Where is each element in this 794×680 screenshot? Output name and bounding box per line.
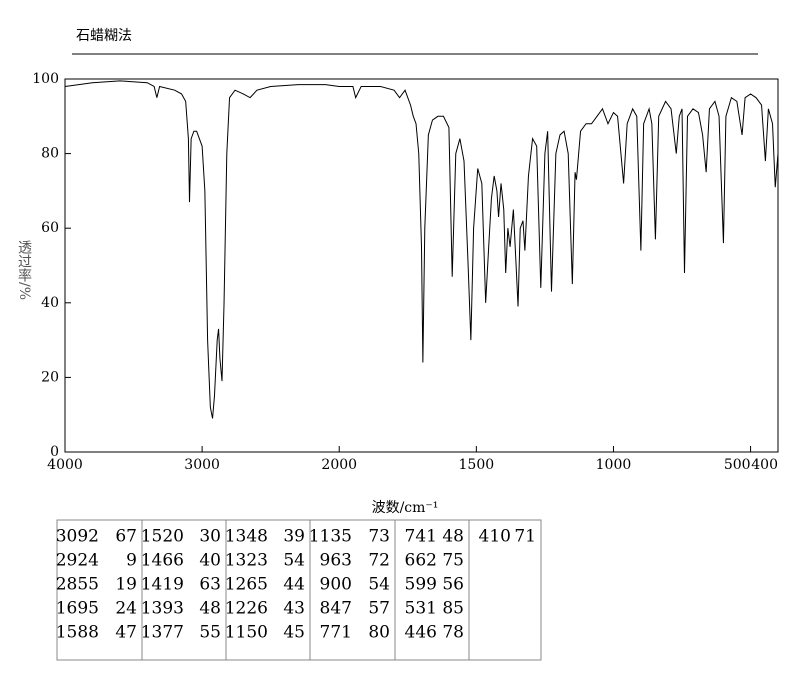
y-tick-label: 0 <box>50 444 59 460</box>
peak-transmittance: 54 <box>368 575 390 595</box>
peak-transmittance: 71 <box>514 527 536 547</box>
peak-wavenumber: 1377 <box>141 623 184 643</box>
peak-transmittance: 45 <box>283 623 305 643</box>
peak-transmittance: 40 <box>199 551 221 571</box>
peak-transmittance: 80 <box>368 623 390 643</box>
x-tick-label: 3000 <box>184 457 220 473</box>
spectrum-line <box>64 80 779 419</box>
peak-transmittance: 48 <box>442 527 464 547</box>
x-tick-label: 2000 <box>321 457 357 473</box>
peak-transmittance: 43 <box>283 599 305 619</box>
peak-transmittance: 24 <box>115 599 137 619</box>
peak-transmittance: 57 <box>368 599 390 619</box>
peak-transmittance: 72 <box>368 551 390 571</box>
peak-transmittance: 55 <box>199 623 221 643</box>
peak-wavenumber: 1393 <box>141 599 184 619</box>
peak-transmittance: 73 <box>368 527 390 547</box>
peak-wavenumber: 3092 <box>56 527 99 547</box>
y-tick-label: 80 <box>41 146 59 162</box>
peak-wavenumber: 1588 <box>56 623 99 643</box>
peak-wavenumber: 1265 <box>225 575 268 595</box>
peak-transmittance: 54 <box>283 551 305 571</box>
peak-wavenumber: 410 <box>479 527 511 547</box>
x-tick-label: 4000 <box>47 457 83 473</box>
peak-wavenumber: 2855 <box>56 575 99 595</box>
peak-table-frame <box>56 519 542 661</box>
peak-wavenumber: 599 <box>405 575 437 595</box>
peak-wavenumber: 1323 <box>225 551 268 571</box>
peak-wavenumber: 963 <box>320 551 352 571</box>
peak-wavenumber: 1466 <box>141 551 184 571</box>
peak-transmittance: 44 <box>283 575 305 595</box>
peak-wavenumber: 1520 <box>141 527 184 547</box>
peak-transmittance: 63 <box>199 575 221 595</box>
peak-wavenumber: 662 <box>405 551 437 571</box>
peak-wavenumber: 1226 <box>225 599 268 619</box>
peak-wavenumber: 1695 <box>56 599 99 619</box>
peak-wavenumber: 2924 <box>56 551 99 571</box>
y-axis-label: 透过率/% <box>16 240 32 300</box>
peak-transmittance: 30 <box>199 527 221 547</box>
peak-transmittance: 85 <box>442 599 464 619</box>
plot-frame <box>64 78 779 453</box>
peak-transmittance: 78 <box>442 623 464 643</box>
peak-transmittance: 39 <box>283 527 305 547</box>
y-tick-label: 40 <box>41 295 59 311</box>
peak-wavenumber: 531 <box>405 599 437 619</box>
peak-transmittance: 9 <box>126 551 137 571</box>
x-tick-label: 400 <box>751 457 778 473</box>
peak-transmittance: 48 <box>199 599 221 619</box>
chart-title: 石蜡糊法 <box>76 28 132 44</box>
peak-transmittance: 47 <box>115 623 137 643</box>
peak-transmittance: 67 <box>115 527 137 547</box>
peak-wavenumber: 1150 <box>225 623 268 643</box>
peak-wavenumber: 771 <box>320 623 352 643</box>
peak-wavenumber: 741 <box>405 527 437 547</box>
x-tick-label: 1500 <box>459 457 495 473</box>
y-tick-label: 60 <box>41 220 59 236</box>
x-axis-label: 波数/cm⁻¹ <box>372 500 439 516</box>
peak-wavenumber: 900 <box>320 575 352 595</box>
y-tick-label: 100 <box>32 71 59 87</box>
peak-transmittance: 19 <box>115 575 137 595</box>
peak-wavenumber: 847 <box>320 599 352 619</box>
peak-transmittance: 56 <box>442 575 464 595</box>
peak-wavenumber: 1348 <box>225 527 268 547</box>
peak-wavenumber: 446 <box>405 623 437 643</box>
x-tick-label: 1000 <box>596 457 632 473</box>
y-tick-label: 20 <box>41 369 59 385</box>
peak-wavenumber: 1419 <box>141 575 184 595</box>
peak-wavenumber: 1135 <box>309 527 352 547</box>
peak-transmittance: 75 <box>442 551 464 571</box>
x-tick-label: 500 <box>724 457 751 473</box>
